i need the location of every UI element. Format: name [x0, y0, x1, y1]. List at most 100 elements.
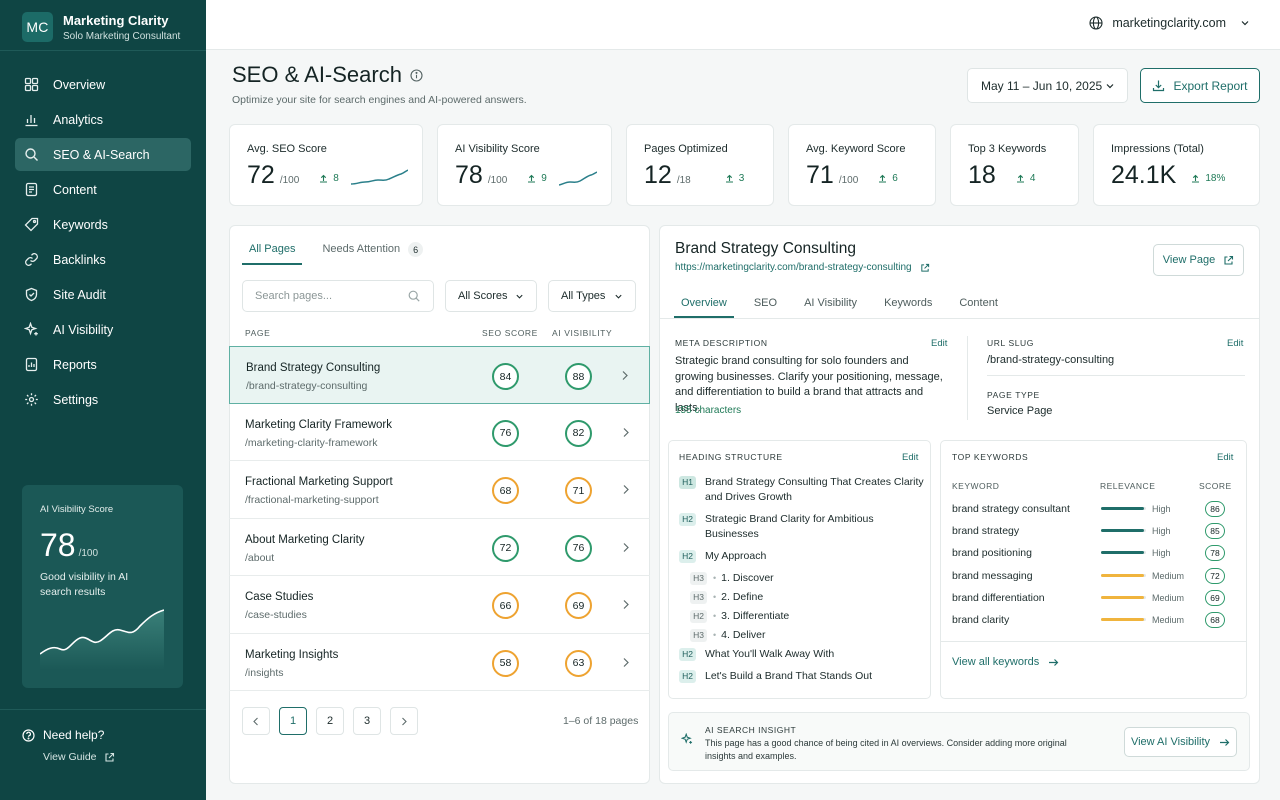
page-3-button[interactable]: 3 [353, 707, 381, 735]
sidebar-item-content[interactable]: Content [15, 173, 191, 206]
pages-tabs: All Pages Needs Attention 6 [242, 238, 443, 265]
ai-search-insight-text: This page has a good chance of being cit… [705, 738, 1067, 761]
export-report-button[interactable]: Export Report [1140, 68, 1260, 103]
sidebar-item-settings[interactable]: Settings [15, 383, 191, 416]
need-help-label: Need help? [43, 728, 105, 742]
info-icon[interactable] [410, 68, 423, 82]
prev-page-button[interactable] [242, 707, 270, 735]
sidebar-item-overview[interactable]: Overview [15, 68, 191, 101]
relevance-bar [1101, 507, 1146, 510]
download-icon [1152, 79, 1165, 92]
filter-types-dropdown[interactable]: All Types [548, 280, 636, 312]
page-1-button[interactable]: 1 [279, 707, 307, 735]
view-guide-link[interactable]: View Guide [43, 751, 115, 763]
link-icon [24, 252, 39, 267]
view-all-keywords-link[interactable]: View all keywords [952, 656, 1059, 668]
table-row[interactable]: About Marketing Clarity /about 72 76 [229, 519, 650, 576]
kpi-delta-value: 4 [1029, 173, 1036, 184]
tab-ai-visibility[interactable]: AI Visibility [804, 297, 858, 309]
table-row[interactable]: Marketing Insights /insights 58 63 [229, 634, 650, 691]
edit-meta-description-link[interactable]: Edit [931, 338, 948, 349]
help-circle-icon [22, 728, 35, 742]
brand[interactable]: MC Marketing Clarity Solo Marketing Cons… [22, 12, 180, 42]
tab-seo[interactable]: SEO [753, 297, 778, 309]
page-2-button[interactable]: 2 [316, 707, 344, 735]
search-pages-input[interactable] [255, 290, 405, 302]
view-page-button[interactable]: View Page [1153, 244, 1244, 276]
keywords-divider [940, 641, 1246, 642]
date-range-selector[interactable]: May 11 – Jun 10, 2025 [967, 68, 1128, 103]
keyword-score-badge: 72 [1205, 567, 1225, 584]
edit-url-slug-link[interactable]: Edit [1227, 338, 1244, 349]
tab-overview[interactable]: Overview [674, 292, 734, 318]
sidebar-item-label: Site Audit [53, 287, 106, 302]
view-ai-visibility-button[interactable]: View AI Visibility [1124, 727, 1237, 757]
ai-visibility-card[interactable]: AI Visibility Score 78 /100 Good visibil… [22, 485, 183, 688]
tag-icon [24, 217, 39, 232]
kpi-ai-visibility-score[interactable]: AI Visibility Score 78 /100 9 [437, 124, 612, 206]
kpi-title: Avg. Keyword Score [806, 143, 906, 155]
tab-keywords[interactable]: Keywords [884, 297, 933, 309]
brand-name: Marketing Clarity [63, 12, 169, 28]
keyword-score-badge: 86 [1205, 501, 1225, 517]
sidebar-item-seo-ai-search[interactable]: SEO & AI-Search [15, 138, 191, 171]
next-page-button[interactable] [390, 707, 418, 735]
table-row[interactable]: Brand Strategy Consulting /brand-strateg… [229, 346, 650, 404]
kpi-impressions-total[interactable]: Impressions (Total) 24.1K 18% [1093, 124, 1260, 206]
meta-description-label: META DESCRIPTION [675, 338, 768, 348]
arrow-right-icon [1219, 738, 1230, 747]
tab-needs-attention[interactable]: Needs Attention 6 [315, 238, 430, 265]
seo-score-badge: 66 [492, 592, 519, 619]
need-help[interactable]: Need help? [22, 728, 115, 742]
table-row[interactable]: Fractional Marketing Support /fractional… [229, 461, 650, 519]
sidebar-item-analytics[interactable]: Analytics [15, 103, 191, 136]
page-type-label: PAGE TYPE [987, 390, 1040, 400]
arrow-up-icon [1191, 174, 1200, 183]
list-item: H3 • 4. Deliver [679, 628, 924, 643]
sidebar-item-label: Analytics [53, 112, 104, 127]
seo-score-badge: 68 [492, 477, 519, 504]
list-item[interactable]: brand strategy High 85 [952, 520, 1229, 542]
column-header-seo-score[interactable]: SEO SCORE [482, 328, 538, 338]
sidebar-item-site-audit[interactable]: Site Audit [15, 278, 191, 311]
domain-selector[interactable]: marketingclarity.com [1089, 16, 1250, 30]
view-page-label: View Page [1162, 254, 1216, 266]
edit-headings-link[interactable]: Edit [902, 452, 919, 463]
column-header-page[interactable]: PAGE [245, 328, 271, 338]
heading-text: What You'll Walk Away With [705, 648, 835, 660]
keyword-score-badge: 85 [1205, 523, 1225, 540]
sidebar-item-backlinks[interactable]: Backlinks [15, 243, 191, 276]
relevance-bar [1101, 529, 1146, 533]
kpi-title: AI Visibility Score [455, 143, 540, 155]
list-item[interactable]: brand differentiation Medium 69 [952, 587, 1229, 609]
list-item[interactable]: brand clarity Medium 68 [952, 609, 1229, 631]
chevron-left-icon [252, 717, 260, 726]
arrow-right-icon [1048, 658, 1059, 667]
chevron-right-icon [621, 657, 630, 668]
tab-content[interactable]: Content [959, 297, 998, 309]
page-name: Marketing Clarity Framework [245, 418, 392, 431]
sidebar-item-label: Overview [53, 77, 106, 92]
list-item[interactable]: brand positioning High 78 [952, 542, 1229, 564]
list-item[interactable]: brand strategy consultant High 86 [952, 498, 1229, 520]
tab-all-pages[interactable]: All Pages [242, 238, 303, 265]
kpi-top-3-keywords[interactable]: Top 3 Keywords 18 4 [950, 124, 1079, 206]
pagination: 1 2 3 [242, 707, 427, 735]
sidebar-item-keywords[interactable]: Keywords [15, 208, 191, 241]
column-header-ai-visibility[interactable]: AI VISIBILITY [552, 328, 613, 338]
sidebar-item-reports[interactable]: Reports [15, 348, 191, 381]
filter-scores-dropdown[interactable]: All Scores [445, 280, 537, 312]
table-row[interactable]: Marketing Clarity Framework /marketing-c… [229, 404, 650, 461]
relevance-value: Medium [1152, 570, 1185, 581]
sidebar-item-ai-visibility[interactable]: AI Visibility [15, 313, 191, 346]
list-item[interactable]: brand messaging Medium 72 [952, 565, 1229, 587]
date-range-value: May 11 – Jun 10, 2025 [981, 78, 1103, 93]
heading-list: H1 Brand Strategy Consulting That Creates… [679, 475, 924, 691]
kpi-avg-keyword-score[interactable]: Avg. Keyword Score 71 /100 6 [788, 124, 936, 206]
kpi-avg-seo-score[interactable]: Avg. SEO Score 72 /100 8 [229, 124, 423, 206]
kpi-pages-optimized[interactable]: Pages Optimized 12 /18 3 [626, 124, 774, 206]
detail-url-link[interactable]: https://marketingclarity.com/brand-strat… [675, 262, 930, 273]
table-row[interactable]: Case Studies /case-studies 66 69 [229, 576, 650, 634]
edit-keywords-link[interactable]: Edit [1217, 452, 1234, 463]
view-all-keywords-label: View all keywords [952, 656, 1040, 668]
